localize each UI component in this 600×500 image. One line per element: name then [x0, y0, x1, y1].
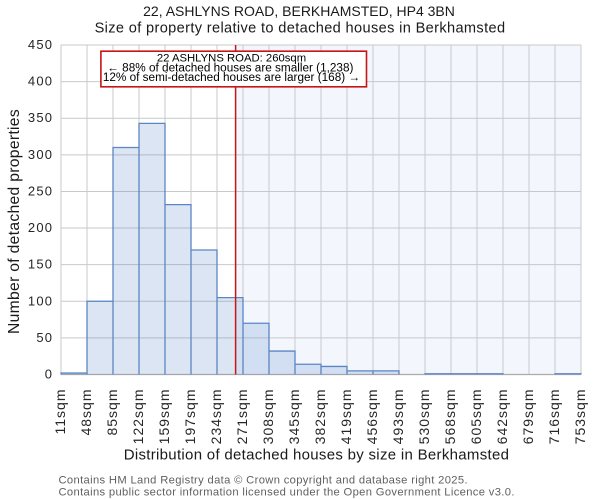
svg-text:22 ASHLYNS ROAD: 260sqm: 22 ASHLYNS ROAD: 260sqm [157, 53, 306, 65]
svg-text:Size of property relative to d: Size of property relative to detached ho… [95, 21, 506, 37]
svg-text:271sqm: 271sqm [234, 389, 250, 445]
svg-text:250: 250 [28, 183, 53, 198]
svg-text:200: 200 [28, 220, 53, 235]
svg-text:← 88% of detached houses are s: ← 88% of detached houses are smaller (1,… [107, 61, 353, 74]
svg-text:400: 400 [28, 74, 53, 89]
svg-text:350: 350 [28, 110, 53, 125]
svg-text:Distribution of detached house: Distribution of detached houses by size … [124, 447, 510, 464]
svg-text:0: 0 [45, 367, 53, 382]
svg-text:419sqm: 419sqm [338, 389, 354, 445]
svg-text:11sqm: 11sqm [52, 389, 68, 435]
svg-text:530sqm: 530sqm [416, 389, 432, 445]
svg-text:234sqm: 234sqm [208, 389, 224, 445]
svg-text:308sqm: 308sqm [260, 389, 276, 445]
svg-text:197sqm: 197sqm [182, 389, 198, 445]
svg-text:493sqm: 493sqm [390, 389, 406, 445]
svg-text:12% of semi-detached houses ar: 12% of semi-detached houses are larger (… [103, 71, 360, 84]
svg-text:642sqm: 642sqm [494, 389, 510, 445]
svg-text:Number of detached properties: Number of detached properties [6, 109, 23, 334]
svg-text:122sqm: 122sqm [130, 389, 146, 445]
svg-text:300: 300 [28, 147, 53, 162]
svg-text:48sqm: 48sqm [78, 389, 94, 436]
svg-text:100: 100 [28, 293, 53, 308]
svg-text:382sqm: 382sqm [312, 389, 328, 445]
svg-text:159sqm: 159sqm [156, 389, 172, 445]
svg-text:456sqm: 456sqm [364, 389, 380, 445]
svg-text:Contains public sector informa: Contains public sector information licen… [59, 486, 515, 498]
svg-text:753sqm: 753sqm [572, 389, 588, 445]
svg-text:85sqm: 85sqm [104, 389, 120, 436]
svg-text:50: 50 [36, 330, 53, 345]
svg-text:605sqm: 605sqm [468, 389, 484, 445]
svg-text:568sqm: 568sqm [442, 389, 458, 445]
svg-text:Contains HM Land Registry data: Contains HM Land Registry data © Crown c… [59, 475, 468, 487]
svg-text:22, ASHLYNS ROAD, BERKHAMSTED,: 22, ASHLYNS ROAD, BERKHAMSTED, HP4 3BN [143, 3, 455, 19]
svg-text:716sqm: 716sqm [546, 389, 562, 445]
svg-text:150: 150 [28, 257, 53, 272]
svg-text:679sqm: 679sqm [520, 389, 536, 445]
svg-text:450: 450 [28, 37, 53, 52]
svg-text:345sqm: 345sqm [286, 389, 302, 445]
